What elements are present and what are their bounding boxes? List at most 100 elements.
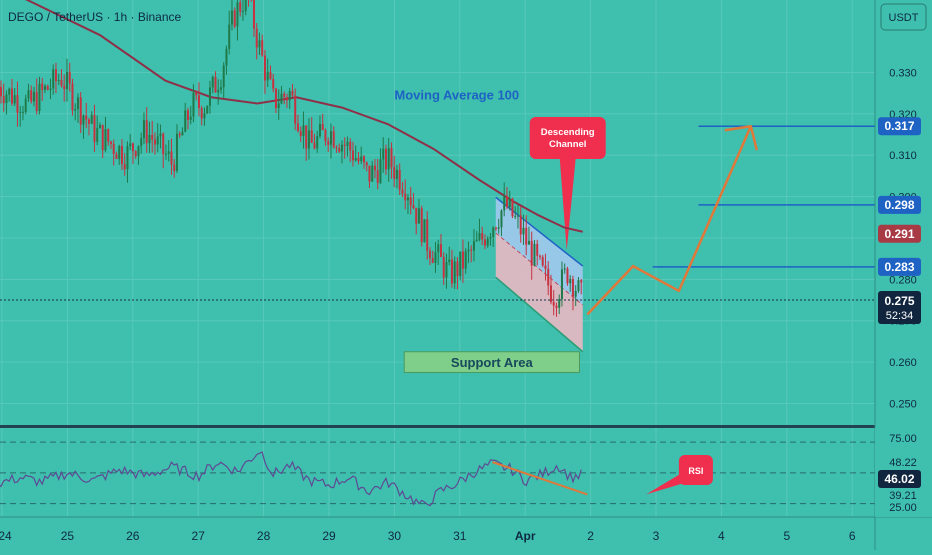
candle-body [291, 90, 294, 96]
candle-body [175, 133, 178, 171]
candle-body [173, 164, 176, 171]
candle-body [123, 164, 126, 170]
moving-average-line [25, 0, 583, 233]
time-tick-label: 30 [388, 529, 402, 543]
candle-body [170, 151, 173, 165]
candle-body [305, 125, 308, 149]
candle-body [560, 269, 563, 299]
candle-body [197, 95, 200, 109]
candle-body [566, 268, 569, 284]
candle-body [398, 169, 401, 190]
candle-body [54, 69, 57, 82]
candle-body [200, 108, 203, 119]
candle-body [332, 131, 335, 148]
candle-body [478, 233, 481, 240]
channel-upper-line [495, 196, 584, 267]
candle-body [109, 141, 112, 144]
projection-arrow [586, 125, 752, 316]
candle-body [483, 239, 486, 246]
price-badge-value: 0.317 [884, 119, 914, 133]
candle-body [390, 147, 393, 168]
candle-body [87, 119, 90, 124]
price-badge-box [878, 195, 921, 214]
price-badge: 0.298 [878, 195, 921, 214]
candle-body [71, 83, 74, 111]
candle-body [318, 124, 321, 137]
candle-body [258, 40, 261, 48]
candle-body [244, 0, 247, 12]
current-price-badge: 0.275 52:34 [878, 291, 921, 325]
candle-body [442, 256, 445, 278]
candle-body [368, 165, 371, 182]
candle-body [431, 258, 434, 263]
rsi-value-badge: 46.02 [878, 470, 921, 488]
candle-body [563, 268, 566, 270]
candle-body [148, 134, 151, 144]
candle-body [434, 252, 437, 263]
price-tick-label: 0.260 [889, 357, 917, 369]
candle-body [354, 158, 357, 161]
candle-body [35, 91, 38, 111]
candle-body [387, 147, 390, 170]
candle-body [126, 146, 129, 170]
price-badge: 0.317 [878, 117, 921, 136]
candle-body [412, 205, 415, 208]
candle-body [302, 125, 305, 136]
candle-body [285, 97, 288, 101]
candle-body [195, 92, 198, 96]
time-tick-label: Apr [515, 529, 536, 543]
candle-body [178, 133, 181, 136]
candle-body [217, 89, 220, 93]
price-badge-value: 0.283 [884, 260, 914, 274]
candle-body [340, 144, 343, 152]
candle-body [156, 136, 159, 145]
callout-label: Descending Channel [541, 127, 595, 150]
candle-body [327, 141, 330, 145]
rsi-tick-label: 25.00 [889, 502, 917, 514]
candle-body [63, 85, 66, 90]
candle-body [571, 279, 574, 297]
candle-body [401, 189, 404, 194]
candle-body [30, 90, 33, 102]
candle-body [280, 93, 283, 104]
support-area-box [403, 351, 580, 373]
price-badge-value: 0.291 [884, 227, 914, 241]
candle-body [214, 76, 217, 93]
candle-body [552, 301, 555, 306]
candle-body [360, 156, 363, 162]
candle-body [382, 148, 385, 160]
candle-body [142, 120, 145, 139]
candle-body [503, 196, 506, 211]
candle-body [365, 162, 368, 166]
candle-body [255, 28, 258, 48]
candle-body [395, 169, 398, 179]
callout-box [529, 117, 606, 159]
candle-body [448, 259, 451, 263]
candle-body [494, 227, 497, 229]
candle-body [461, 251, 464, 269]
time-tick-label: 2 [587, 529, 594, 543]
candle-body [272, 78, 275, 89]
candle-body [371, 165, 374, 182]
time-tick-label: 4 [718, 529, 725, 543]
candle-body [5, 94, 8, 104]
candle-body [577, 280, 580, 291]
channel-mid-line [495, 232, 584, 306]
candle-body [140, 138, 143, 146]
candle-body [104, 129, 107, 151]
rsi-line [0, 451, 582, 507]
candle-body [530, 240, 533, 266]
time-tick-label: 27 [192, 529, 206, 543]
candle-body [19, 112, 22, 114]
candle-body [46, 85, 49, 90]
candle-body [527, 240, 530, 245]
candle-body [145, 120, 148, 144]
currency-chip-box [880, 3, 927, 31]
candle-body [558, 298, 561, 308]
candle-body [277, 103, 280, 109]
candle-body [423, 219, 426, 243]
rsi-value-box [878, 470, 921, 488]
